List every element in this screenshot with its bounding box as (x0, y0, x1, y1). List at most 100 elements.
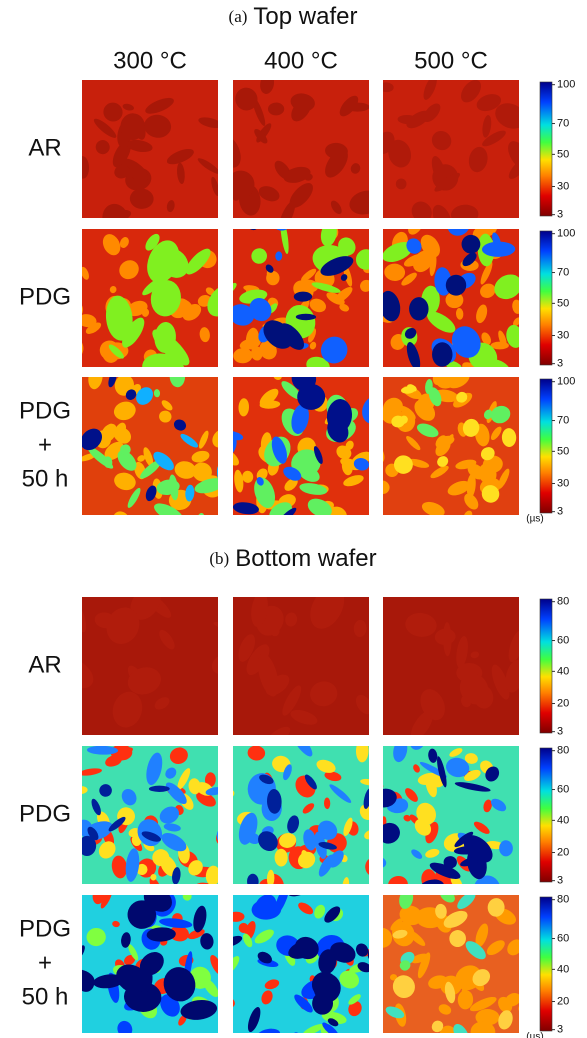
colorbar-tick-label: 3 (557, 358, 563, 370)
map-region (506, 324, 519, 348)
map-region (140, 460, 162, 479)
map-region (82, 768, 102, 776)
map-region (263, 320, 293, 349)
map-region (112, 920, 120, 928)
panel-title: (b) Bottom wafer (209, 545, 376, 572)
map-region (261, 990, 273, 1005)
colorbar (539, 378, 553, 514)
map-region (86, 927, 106, 947)
map-region (462, 252, 477, 267)
map-region (301, 850, 311, 867)
map-region (469, 996, 497, 1012)
colorbar-tick-label: 3 (557, 726, 563, 738)
map-region (353, 457, 369, 471)
map-region (327, 506, 347, 515)
map-region (125, 848, 140, 882)
map-background (383, 597, 519, 735)
map-region (246, 644, 270, 676)
map-region (257, 951, 272, 964)
row-label: AR (28, 134, 61, 161)
map-region (411, 849, 423, 859)
map-region (269, 502, 292, 515)
map-region (172, 867, 181, 884)
map-region (235, 87, 258, 111)
map-region (205, 287, 215, 296)
map-region (283, 764, 292, 781)
map-region (306, 356, 330, 367)
colorbar-tick-label: 20 (557, 697, 569, 709)
map-region (233, 348, 253, 364)
map-region (103, 102, 123, 122)
colorbar-tick-label: 80 (557, 894, 569, 906)
map-region (99, 784, 112, 797)
colorbar-tick-label: 50 (557, 297, 569, 309)
map-region (159, 410, 172, 423)
colorbar-tick-label: 70 (557, 266, 569, 278)
map-region (359, 804, 369, 820)
map-region (127, 900, 157, 929)
map-region (443, 621, 452, 657)
map-region (285, 612, 298, 627)
map-region (294, 936, 319, 960)
lifetime-map (383, 895, 519, 1033)
map-region (438, 1004, 452, 1015)
map-region (273, 377, 282, 380)
map-region (256, 477, 264, 486)
map-region (507, 939, 519, 956)
map-region (142, 353, 185, 367)
map-region (254, 929, 274, 944)
map-region (233, 135, 241, 168)
map-region (392, 975, 415, 999)
map-region (431, 155, 446, 184)
map-region (414, 818, 432, 836)
map-region (482, 115, 492, 138)
map-region (355, 694, 369, 715)
map-region (210, 955, 218, 975)
map-region (451, 204, 479, 218)
map-region (114, 472, 136, 491)
map-region (205, 787, 218, 796)
map-region (437, 756, 447, 788)
map-region (145, 97, 174, 114)
map-region (121, 932, 131, 948)
map-region (291, 404, 309, 434)
map-region (194, 478, 218, 494)
map-region (259, 340, 277, 360)
map-region (163, 967, 196, 1002)
map-region (82, 605, 87, 633)
map-region (125, 389, 137, 401)
colorbar-tick-label: 3 (557, 506, 563, 518)
map-region (343, 475, 364, 487)
map-region (205, 865, 218, 884)
colorbar-tick-label: 3 (557, 1024, 563, 1036)
map-region (431, 1020, 444, 1033)
map-region (401, 272, 417, 286)
map-region (508, 630, 519, 663)
map-region (233, 431, 244, 441)
map-region (271, 436, 287, 464)
lifetime-map (383, 377, 519, 515)
map-region (320, 336, 348, 364)
map-region (314, 904, 326, 919)
map-region (169, 747, 188, 764)
map-region (198, 117, 218, 129)
map-region (416, 423, 439, 438)
map-region (310, 681, 338, 707)
map-region (86, 746, 119, 755)
map-region (250, 346, 263, 361)
map-region (174, 461, 197, 479)
row-label: PDG (19, 283, 71, 310)
map-region (399, 895, 414, 909)
map-region (311, 282, 341, 293)
map-region (363, 788, 369, 809)
row-label: 50 h (22, 465, 69, 492)
map-region (169, 377, 186, 388)
map-region (120, 444, 131, 455)
map-region (417, 952, 431, 979)
map-region (461, 80, 482, 103)
map-region (355, 746, 369, 763)
map-region (329, 784, 352, 803)
map-region (256, 1028, 281, 1033)
lifetime-map (383, 229, 519, 367)
row-label: PDG (19, 397, 71, 424)
